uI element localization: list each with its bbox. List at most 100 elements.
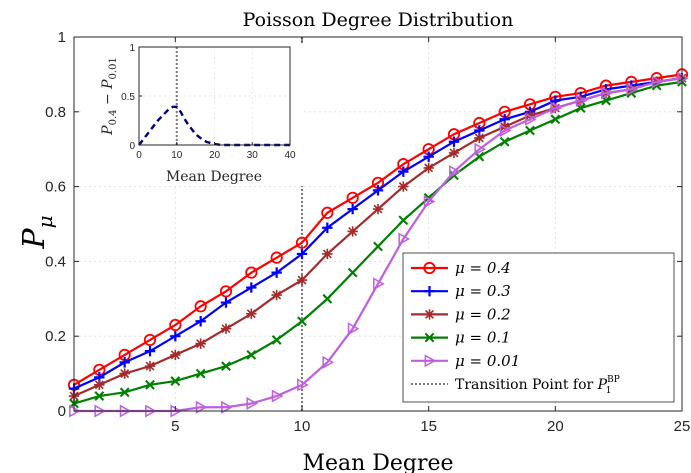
marker-cross [145,379,155,390]
marker-circle [143,333,157,347]
marker-cross [347,267,358,278]
marker-plus [296,248,308,260]
marker-asterisk [246,308,257,319]
marker-asterisk [322,248,333,260]
marker-plus [372,185,384,196]
marker-plus [119,357,130,368]
inset-x-axis-label: Mean Degree [166,169,262,185]
x-tick-label: 25 [674,418,691,435]
inset-series [138,105,290,147]
marker-asterisk [220,323,232,334]
legend-vline-label: Transition Point for PBP 1 [455,375,620,396]
marker-triangle-right [195,400,208,414]
marker-triangle-right [373,277,385,291]
marker-circle [346,191,359,204]
marker-triangle-right [525,112,537,126]
legend-box [402,252,675,403]
marker-asterisk [347,226,358,237]
marker-triangle-right [347,322,360,336]
inset-y-symbol-a: P [100,125,116,136]
marker-asterisk [474,132,485,144]
inset-y-axis-label: P0.4 − P0.01 [100,57,119,136]
marker-asterisk [296,274,308,286]
marker-triangle-right [550,101,563,115]
main-series [67,68,689,418]
marker-plus [195,316,206,327]
x-tick-label: 5 [171,418,179,435]
y-tick-label: 0.2 [45,328,66,345]
y-tick-label: 0.4 [45,253,66,270]
marker-triangle-right [651,75,664,89]
legend-label: μ = 0.3 [455,282,511,300]
marker-triangle-right [246,397,259,410]
legend: μ = 0.4 μ = 0.3 μ = 0.2 μ = 0.1 μ = 0.01 Tra… [402,252,675,403]
marker-asterisk [144,360,156,372]
legend-vline-sup: BP [607,375,620,385]
marker-asterisk [424,309,435,320]
x-tick-label: 15 [420,418,437,435]
marker-triangle-right [322,355,335,369]
inset-y-tick-label: 0.5 [121,92,135,103]
marker-cross [424,332,435,343]
legend-label: μ = 0.1 [455,329,511,347]
legend-item-2: μ = 0.2 [411,305,511,323]
marker-plus [170,331,181,342]
inset-y-tick-label: 0 [129,141,135,152]
marker-cross [221,361,231,372]
marker-triangle-right [423,195,436,209]
marker-plus [246,282,257,293]
marker-plus [398,166,409,177]
inset-y-tick-label: 1 [129,43,135,54]
marker-plus [448,136,460,147]
marker-triangle-right [474,142,487,156]
marker-cross [195,368,206,379]
marker-asterisk [423,162,434,174]
marker-cross [499,136,510,147]
marker-asterisk [119,368,130,379]
marker-circle [169,318,182,332]
marker-cross [297,316,307,327]
y-tick-label: 1 [58,29,66,46]
y-axis-symbol: P [17,228,52,250]
inset-y-sub-a: 0.4 [108,110,119,126]
marker-triangle-right [677,71,689,85]
marker-asterisk [398,181,409,192]
main-plot-frame [73,36,683,412]
legend-vline-sub: 1 [606,386,612,396]
marker-triangle-right [575,94,588,108]
inset-background [83,44,303,186]
marker-circle [423,261,436,275]
marker-triangle-right [601,86,613,100]
marker-asterisk [448,147,460,159]
marker-plus [144,345,156,357]
marker-triangle-right [297,378,309,392]
legend-vline-symbol: P [597,377,608,393]
inset-ticks: 0 10 20 30 40 0 0.5 1 [121,43,296,161]
marker-triangle-right [626,82,639,96]
marker-plus [220,297,232,308]
inset-x-tick-label: 10 [171,150,183,161]
y-tick-label: 0 [58,403,66,420]
marker-cross [550,114,561,125]
inset-x-tick-label: 40 [284,150,296,161]
inset-y-mid: − P [100,79,116,110]
x-tick-label: 20 [547,418,564,435]
marker-circle [270,251,283,264]
marker-plus [271,267,282,278]
y-axis-label: Pμ [17,215,57,249]
marker-asterisk [195,338,206,349]
marker-cross [246,349,257,360]
marker-cross [525,125,535,136]
marker-plus [347,203,358,215]
marker-plus [423,151,434,162]
chart-title: Poisson Degree Distribution [243,9,514,31]
legend-item-3: μ = 0.1 [411,329,511,347]
y-tick-label: 0.6 [45,179,66,196]
legend-items: μ = 0.4 μ = 0.3 μ = 0.2 μ = 0.1 μ = 0.01 [411,259,520,370]
legend-item-4: μ = 0.01 [411,352,520,370]
inset-y-sub-b: 0.01 [108,57,119,79]
inset-chart: 0 10 20 30 40 0 0.5 1 Mean Degree P0.4 − P0.01 [83,43,303,186]
marker-asterisk [372,203,384,215]
marker-circle [245,266,258,279]
